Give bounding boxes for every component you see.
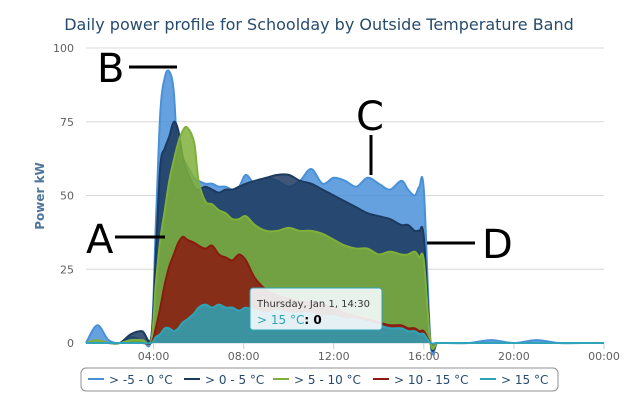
y-tick-label: 75 (60, 116, 74, 129)
annotation-c: C (356, 94, 384, 140)
tooltip-line: > 15 °C: 0 (257, 313, 322, 327)
annotation-b: B (97, 46, 124, 92)
y-axis-label: Power kW (33, 162, 47, 230)
y-axis-ticks: 0 25 50 75 100 (53, 42, 74, 350)
tooltip-value: 0 (313, 313, 321, 327)
tooltip-series: > 15 °C (257, 313, 304, 327)
y-tick-label: 0 (67, 337, 74, 350)
x-tick-label: 04:00 (138, 350, 170, 363)
y-tick-label: 50 (60, 190, 74, 203)
legend-item-1: > 0 - 5 °C (205, 373, 264, 387)
tooltip-colon: : (304, 313, 313, 327)
area-line-series-1 (86, 120, 604, 352)
legend: > -5 - 0 °C > 0 - 5 °C > 5 - 10 °C > 10 - 1… (80, 367, 559, 392)
x-tick-label: 20:00 (498, 350, 530, 363)
legend-item-3: > 10 - 15 °C (394, 373, 469, 387)
x-tick-label: 12:00 (318, 350, 350, 363)
area-line-series-2 (85, 125, 604, 351)
tooltip-date: Thursday, Jan 1, 14:30 (256, 299, 370, 310)
x-tick-label: 08:00 (228, 350, 260, 363)
x-axis-ticks: 04:00 08:00 12:00 16:00 20:00 00:00 (138, 343, 620, 363)
annotation-a: A (86, 217, 114, 263)
annotations: A B C D (86, 46, 513, 268)
legend-box (80, 367, 559, 392)
y-tick-label: 25 (60, 263, 74, 276)
legend-item-0: > -5 - 0 °C (109, 373, 173, 387)
chart-title: Daily power profile for Schoolday by Out… (64, 15, 574, 34)
legend-item-2: > 5 - 10 °C (294, 373, 361, 387)
x-tick-label: 00:00 (588, 350, 620, 363)
tooltip-box (249, 287, 383, 331)
tooltip: Thursday, Jan 1, 14:30 > 15 °C: 0 (249, 287, 383, 331)
y-tick-label: 100 (53, 42, 74, 55)
legend-item-4: > 15 °C (501, 373, 548, 387)
annotation-d: D (482, 222, 513, 268)
area-series (85, 69, 604, 356)
